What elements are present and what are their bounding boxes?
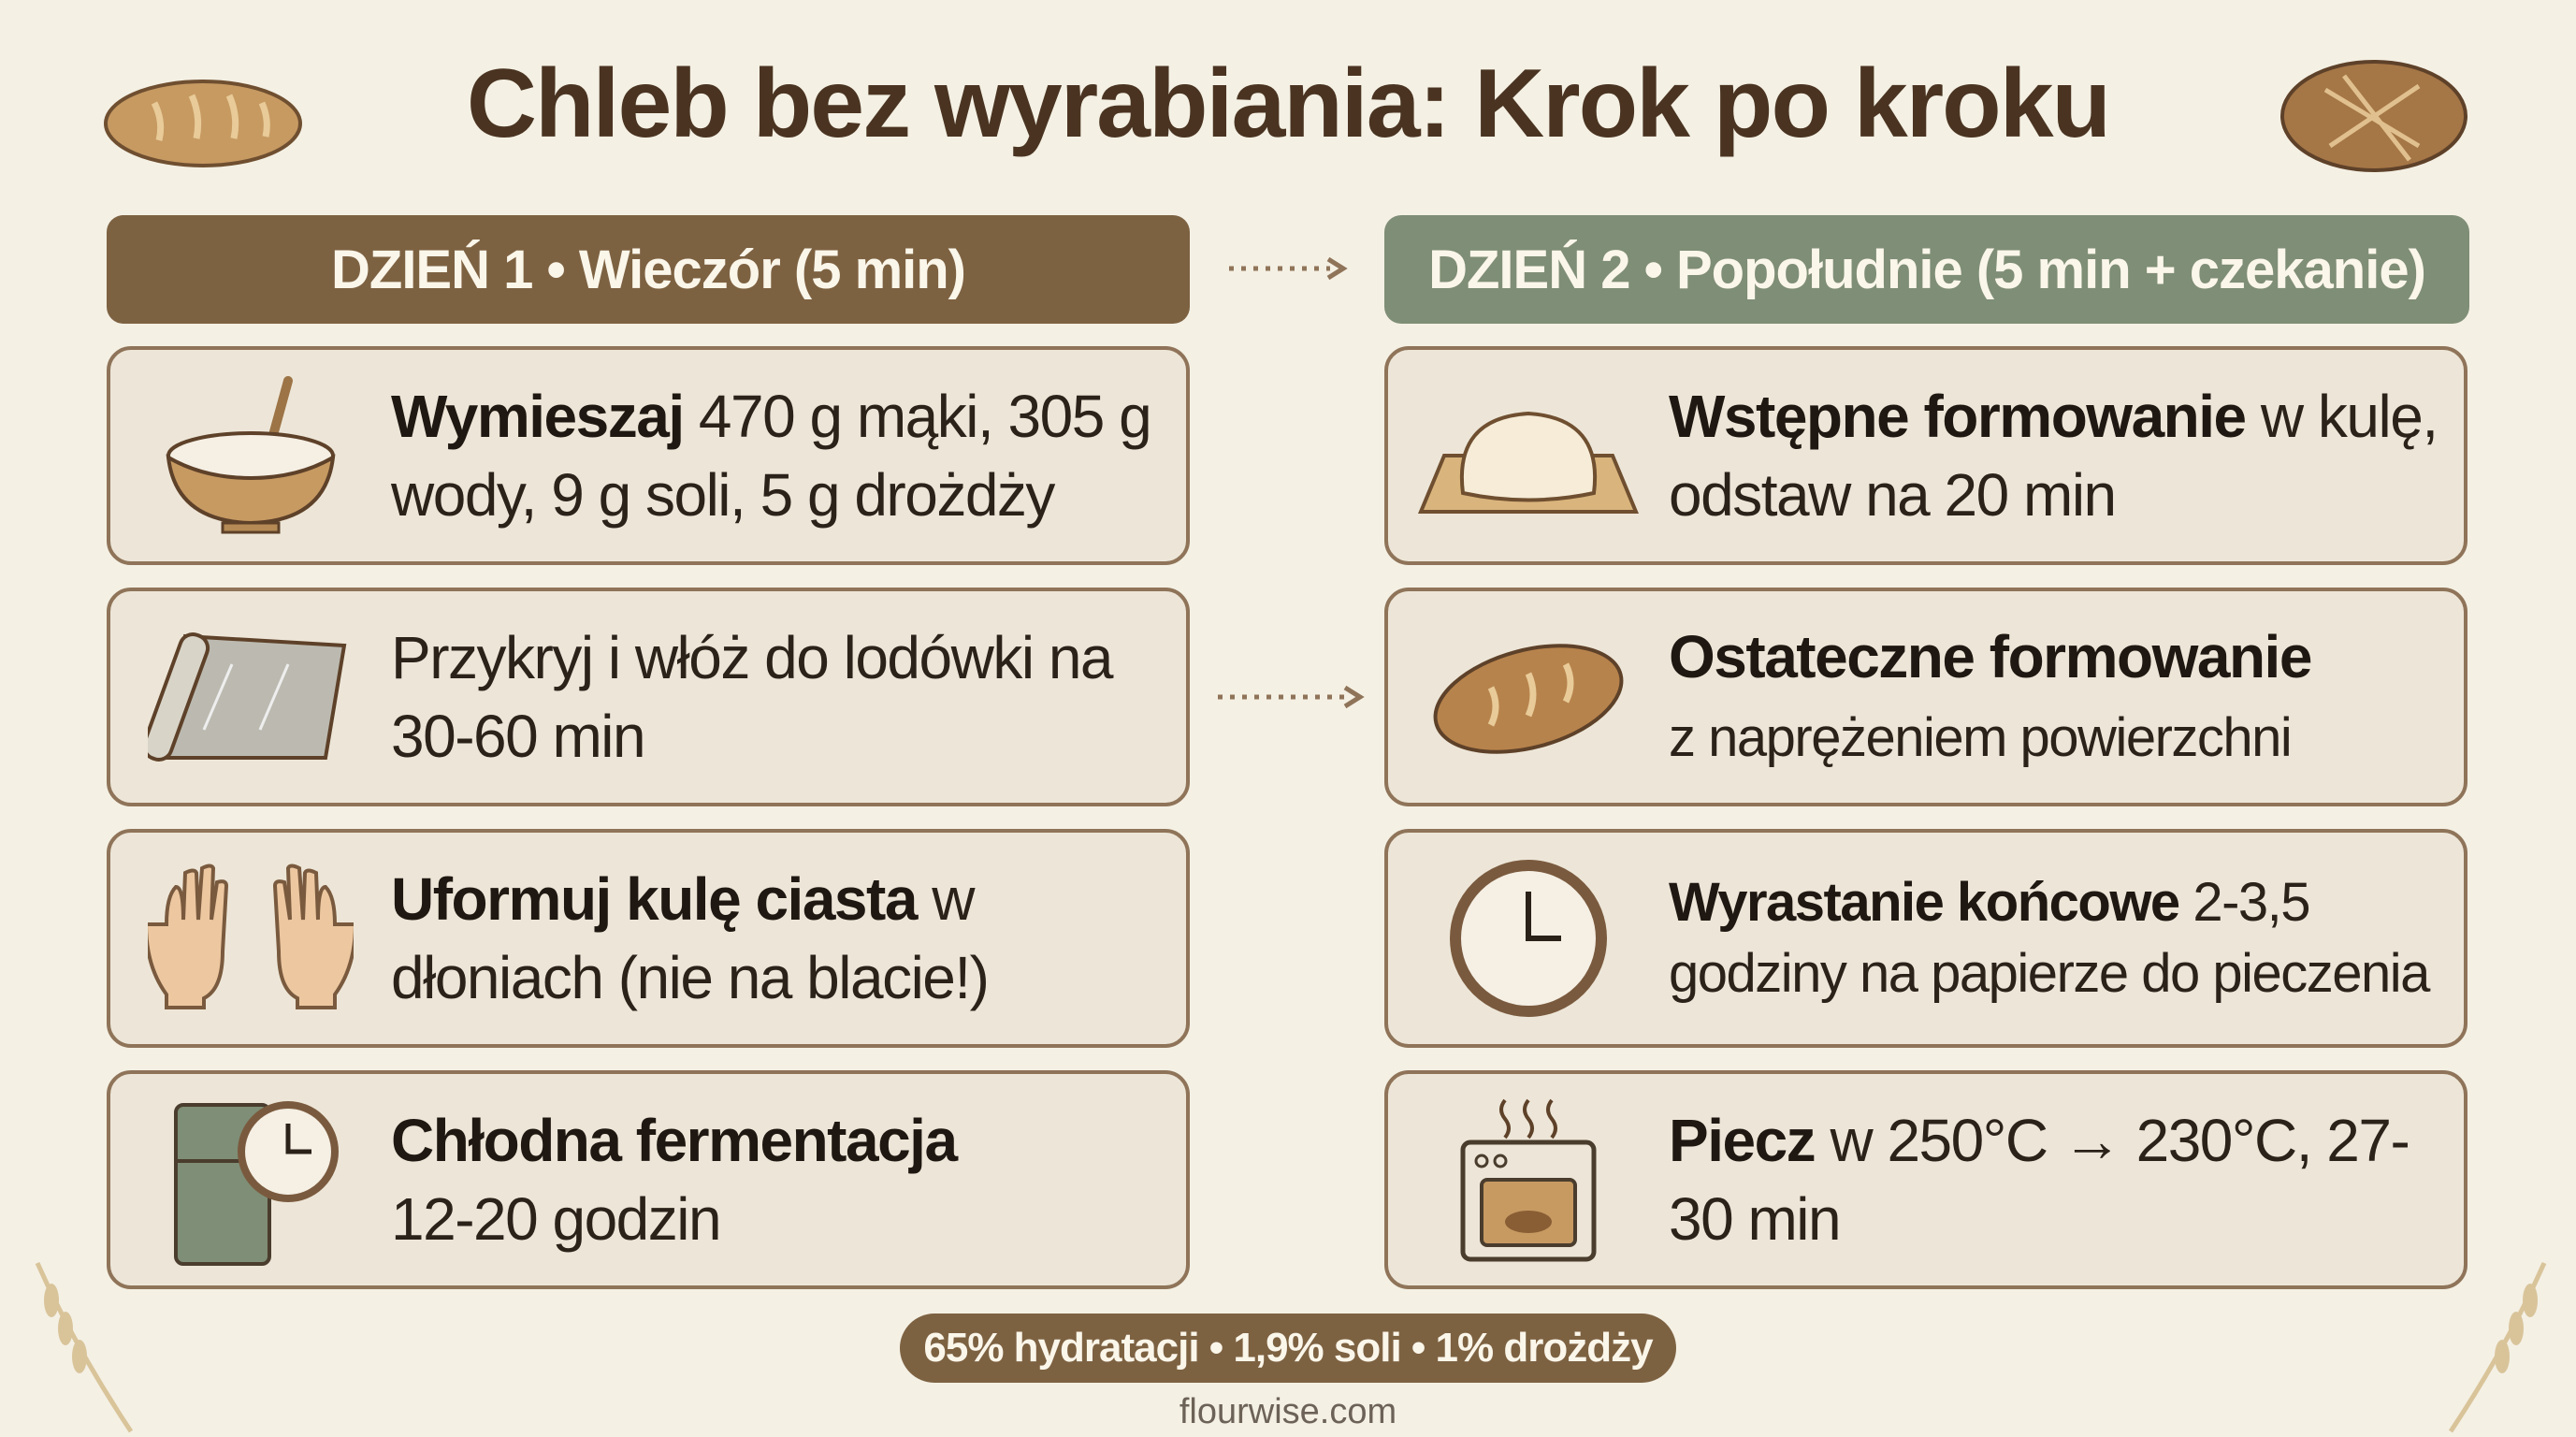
step-text: w dłoniach (nie na blacie!) (391, 865, 990, 1011)
step-bold: Uformuj kulę ciasta (391, 865, 918, 933)
wheat-icon (2448, 1261, 2547, 1433)
step-card: Uformuj kulę ciasta w dłoniach (nie na b… (107, 829, 1190, 1048)
wheat-icon (35, 1261, 134, 1433)
step-bold: Wstępne formowanie (1669, 383, 2247, 450)
fridge-clock-icon (174, 1101, 339, 1266)
step-card: Przykryj i włóż do lodówki na 30-60 min (107, 588, 1190, 806)
day2-header: DZIEŃ 2 • Popołudnie (5 min + czekanie) (1384, 215, 2469, 324)
step-bold: Wymieszaj (391, 383, 685, 450)
step-card: Piecz w 250°C → 230°C, 27-30 min (1384, 1070, 2467, 1289)
step-card: Wymieszaj 470 g mąki, 305 g wody, 9 g so… (107, 346, 1190, 565)
summary-badge: 65% hydratacji • 1,9% soli • 1% drożdży (900, 1314, 1676, 1383)
mixing-bowl-icon (166, 376, 336, 534)
dough-ball-icon (1418, 411, 1639, 514)
step-text: z naprężeniem powierzchni (1669, 706, 2293, 768)
step-bold: Wyrastanie końcowe (1669, 872, 2180, 933)
day1-header: DZIEŃ 1 • Wieczór (5 min) (107, 215, 1190, 324)
arrow-right-icon (1218, 685, 1365, 709)
step-card: Wyrastanie końcowe 2-3,5 godziny na papi… (1384, 829, 2467, 1048)
step-text: 12-20 godzin (391, 1185, 722, 1253)
step-text: w kulę, odstaw na 20 min (1669, 383, 2439, 529)
step-card: Ostateczne formowanie z naprężeniem powi… (1384, 588, 2467, 806)
step-bold: Piecz (1669, 1107, 1816, 1174)
arrow-right-icon (1229, 256, 1348, 281)
plastic-wrap-icon (148, 632, 347, 762)
step-text: 470 g mąki, 305 g wody, 9 g soli, 5 g dr… (391, 383, 1152, 529)
hands-icon (148, 864, 354, 1009)
page-title: Chleb bez wyrabiania: Krok po kroku (466, 50, 2111, 158)
oven-icon (1460, 1098, 1597, 1262)
bread-loaf-icon (1433, 644, 1624, 754)
step-text: w 250°C → 230°C, 27-30 min (1669, 1107, 2410, 1253)
clock-icon (1450, 860, 1607, 1017)
boule-bread-icon (2280, 60, 2467, 172)
step-card: Chłodna fermentacja 12-20 godzin (107, 1070, 1190, 1289)
step-bold: Chłodna fermentacja (391, 1107, 958, 1174)
step-text: Przykryj i włóż do lodówki na 30-60 min (391, 624, 1114, 770)
step-card: Wstępne formowanie w kulę, odstaw na 20 … (1384, 346, 2467, 565)
step-text: 2-3,5 godziny na papierze do pieczenia (1669, 872, 2430, 1004)
step-bold: Ostateczne formowanie (1669, 622, 2312, 690)
footer-website: flourwise.com (1179, 1392, 1397, 1431)
bread-loaf-icon (104, 80, 302, 167)
